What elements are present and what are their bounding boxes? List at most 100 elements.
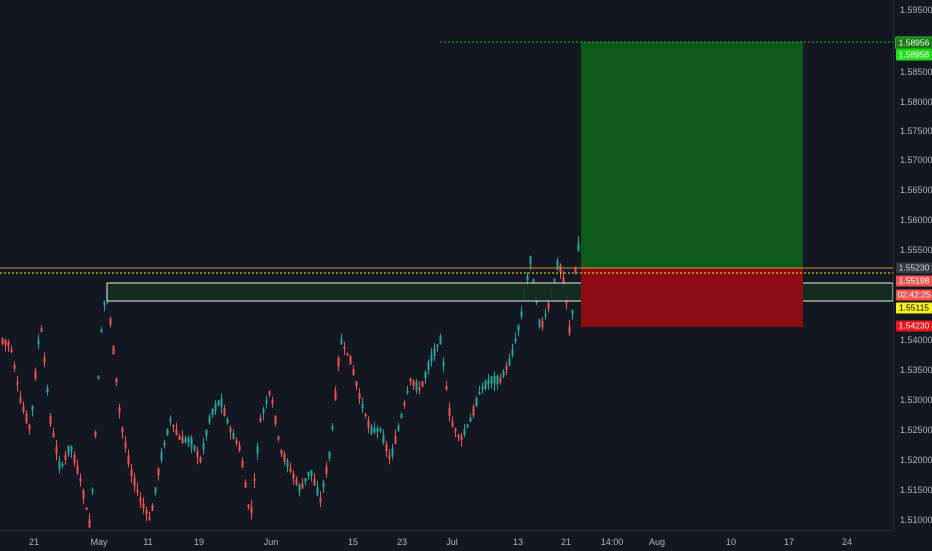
candle-body [328, 451, 331, 459]
time-tick-label: 21 [560, 537, 572, 547]
candle-body [313, 478, 316, 486]
candle-body [325, 466, 328, 474]
candle-body [442, 362, 445, 366]
price-tag: 1.55115 [896, 302, 932, 314]
price-tick-label: 1.58000 [900, 97, 932, 107]
candle-body [280, 449, 283, 455]
candle-body [526, 275, 529, 281]
time-tick-label: May [90, 537, 108, 547]
candle-body [316, 487, 319, 495]
time-tick-label: 24 [841, 537, 853, 547]
candle-body [232, 432, 235, 440]
candle-body [331, 426, 334, 430]
candle-body [109, 318, 112, 325]
candle-body [532, 279, 535, 283]
candle-body [577, 243, 580, 252]
price-axis[interactable]: 1.595001.590001.585001.580001.575001.570… [893, 0, 932, 530]
candle-body [166, 429, 169, 435]
candle-body [94, 431, 97, 437]
time-tick-label: Aug [648, 537, 666, 547]
candle-body [73, 454, 76, 464]
candle-body [538, 319, 541, 327]
candle-body [358, 393, 361, 399]
time-tick-label: 15 [347, 537, 359, 547]
candle-body [355, 381, 358, 387]
candle-body [238, 445, 241, 451]
candle-body [466, 424, 469, 428]
candle-body [295, 479, 298, 485]
candle-body [292, 473, 295, 479]
candle-body [400, 414, 403, 418]
price-tick-label: 1.56000 [900, 215, 932, 225]
candle-body [16, 382, 19, 385]
candle-body [541, 320, 544, 328]
candle-body [157, 468, 160, 476]
candle-body [322, 482, 325, 488]
candle-body [172, 424, 175, 428]
candle-body [202, 443, 205, 450]
chart-pane[interactable] [0, 0, 894, 530]
candle-body [211, 409, 214, 415]
candle-body [448, 408, 451, 416]
candle-body [445, 386, 448, 390]
candle-body [352, 369, 355, 375]
candle-body [217, 400, 220, 406]
candle-body [214, 403, 217, 412]
candle-body [430, 354, 433, 362]
candle-body [505, 365, 508, 371]
candle-body [502, 371, 505, 377]
candle-body [346, 352, 349, 356]
candle-body [556, 260, 559, 270]
candle-body [361, 403, 364, 409]
candle-body [520, 311, 523, 317]
candle-body [418, 387, 421, 391]
candle-body [433, 347, 436, 357]
candle-body [454, 428, 457, 432]
candle-body [1, 338, 4, 344]
candle-body [334, 390, 337, 400]
candle-body [424, 371, 427, 379]
candle-body [250, 506, 253, 514]
candle-body [256, 446, 259, 454]
candle-body [481, 386, 484, 390]
candle-body [130, 469, 133, 477]
candle-body [190, 437, 193, 447]
candle-body [178, 436, 181, 440]
candle-body [91, 489, 94, 492]
price-tick-label: 1.59500 [900, 5, 932, 15]
candle-body [337, 357, 340, 367]
candle-body [142, 503, 145, 509]
candle-body [379, 428, 382, 432]
candle-body [193, 445, 196, 451]
candle-body [499, 377, 502, 383]
candle-body [76, 465, 79, 474]
candle-body [277, 436, 280, 440]
candle-body [475, 397, 478, 407]
time-tick-label: 21 [28, 537, 40, 547]
candle-body [154, 487, 157, 493]
candle-body [403, 402, 406, 406]
time-tick-label: 13 [512, 537, 524, 547]
time-axis[interactable]: 21 May 11 19 Jun 15 23 Jul 13 21 14:00 Aug 10 17 24 [0, 530, 893, 551]
candle-body [115, 377, 118, 383]
candle-body [301, 483, 304, 489]
time-tick-label: Jul [446, 537, 458, 547]
stop-loss-zone[interactable] [581, 268, 803, 327]
candle-body [46, 387, 49, 393]
candle-body [412, 380, 415, 386]
price-chart[interactable] [0, 0, 894, 530]
price-tick-label: 1.56500 [900, 185, 932, 195]
candle-body [289, 468, 292, 472]
candle-body [70, 445, 73, 452]
candle-body [7, 341, 10, 347]
candle-body [244, 482, 247, 488]
price-tag: 1.58956 [896, 49, 932, 61]
candle-body [229, 427, 232, 433]
price-tick-label: 1.51000 [900, 515, 932, 525]
candle-body [490, 376, 493, 384]
price-tick-label: 1.51500 [900, 485, 932, 495]
price-tag: 1.55230 [896, 262, 932, 274]
candle-body [4, 339, 7, 346]
target-zone[interactable] [581, 42, 803, 268]
candle-body [148, 516, 151, 520]
